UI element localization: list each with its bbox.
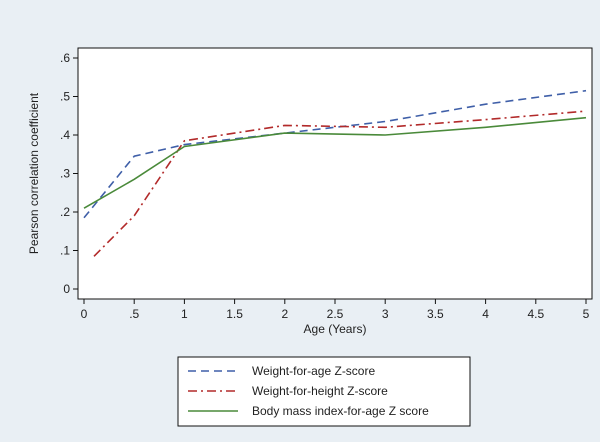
x-tick-label: 4 (482, 307, 489, 321)
legend-label-1: Weight-for-age Z-score (252, 364, 375, 378)
x-tick-label: 1 (181, 307, 188, 321)
x-axis-title: Age (Years) (304, 322, 367, 336)
y-axis-title: Pearson correlation coefficient (27, 92, 41, 254)
x-tick-label: 4.5 (527, 307, 544, 321)
x-tick-label: .5 (129, 307, 139, 321)
y-tick-label: .3 (60, 167, 70, 181)
series-line-3 (83, 116, 587, 209)
x-tick-label: 5 (583, 307, 590, 321)
y-tick-label: .1 (60, 244, 70, 258)
series-line-1 (83, 89, 587, 219)
x-tick-label: 3 (382, 307, 389, 321)
y-tick-label: 0 (63, 282, 70, 296)
plot-area (77, 47, 593, 300)
y-tick-label: .4 (60, 128, 70, 142)
x-tick-label: 3.5 (427, 307, 444, 321)
x-tick-label: 1.5 (226, 307, 243, 321)
series-line-2 (93, 110, 587, 257)
legend-label-3: Body mass index-for-age Z score (252, 404, 429, 418)
y-tick-label: .5 (60, 90, 70, 104)
y-tick-label: .2 (60, 205, 70, 219)
x-tick-label: 0 (81, 307, 88, 321)
x-tick-label: 2 (281, 307, 288, 321)
x-tick-label: 2.5 (327, 307, 344, 321)
y-tick-label: .6 (60, 51, 70, 65)
legend-label-2: Weight-for-height Z-score (252, 384, 388, 398)
